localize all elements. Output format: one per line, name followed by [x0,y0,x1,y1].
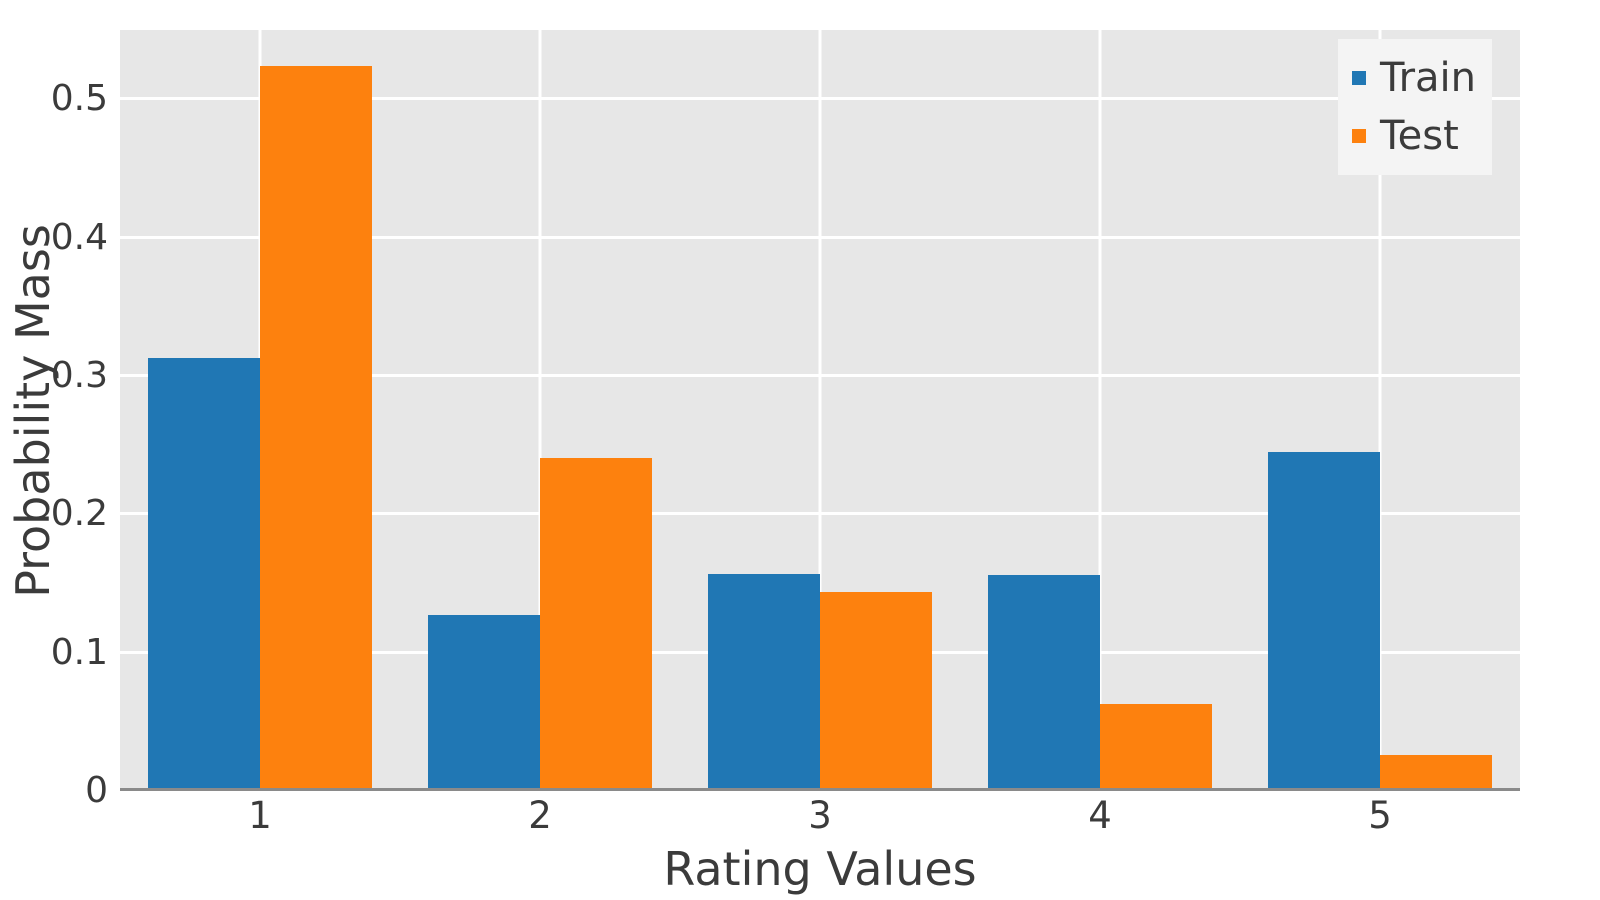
v-gridline [1378,30,1382,791]
bar-train-4 [988,575,1100,791]
x-axis-tick-labels: 1 2 3 4 5 [120,797,1520,845]
bar-test-4 [1100,703,1212,791]
y-tick-label: 0.5 [50,78,108,120]
x-axis-title: Rating Values [663,842,977,896]
x-tick-label: 4 [1088,794,1112,837]
y-tick-label: 0.3 [50,354,108,396]
test-swatch-icon [1352,129,1367,143]
x-tick-label: 2 [528,794,552,837]
y-tick-label: 0.1 [50,631,108,673]
v-gridline [818,30,822,791]
bar-train-2 [428,615,540,791]
legend-label-train: Train [1380,55,1476,101]
bar-test-2 [540,457,652,791]
y-tick-label: 0 [85,770,108,811]
x-tick-label: 1 [248,794,272,837]
bar-train-5 [1268,452,1380,791]
x-tick-label: 3 [808,794,832,837]
plot-area: Train Test [120,30,1520,791]
x-axis-line [120,788,1520,791]
bar-train-1 [148,357,260,791]
y-tick-label: 0.2 [50,493,108,535]
bar-test-5 [1380,755,1492,791]
v-gridline [538,30,542,791]
x-tick-label: 5 [1368,794,1392,837]
bar-test-1 [260,65,372,791]
legend-item-train: Train [1352,49,1476,107]
bar-test-3 [820,591,932,791]
v-gridline [1098,30,1102,791]
legend-item-test: Test [1352,107,1476,165]
legend: Train Test [1338,39,1492,175]
train-swatch-icon [1352,71,1367,85]
bar-train-3 [708,573,820,791]
legend-label-test: Test [1380,113,1459,159]
y-tick-label: 0.4 [50,216,108,258]
y-axis-tick-labels: 0 0.1 0.2 0.3 0.4 0.5 [0,30,108,809]
